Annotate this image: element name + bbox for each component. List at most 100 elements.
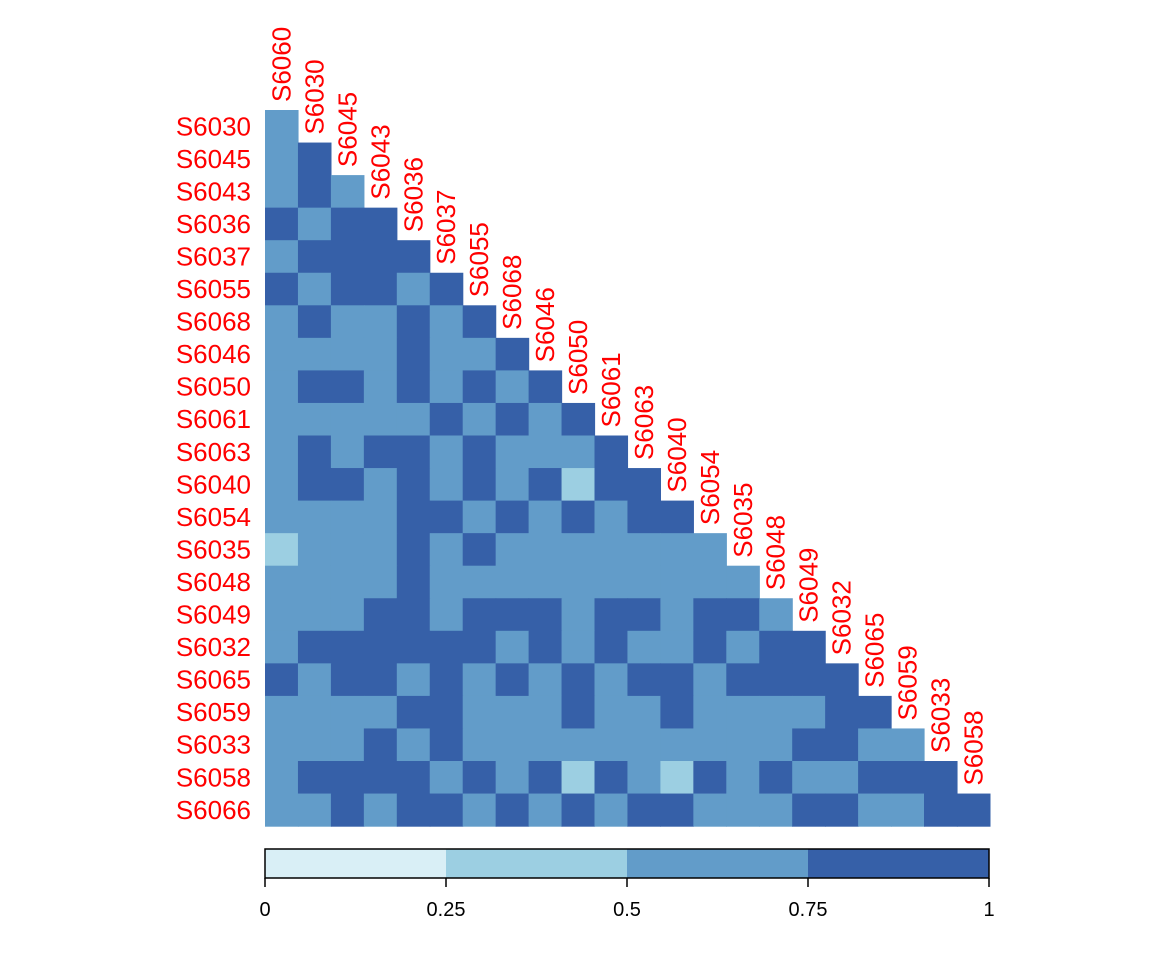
heatmap-cell [297, 435, 332, 469]
heatmap-cell [528, 793, 563, 827]
heatmap-cell [858, 695, 892, 730]
heatmap-cell [363, 468, 398, 502]
column-label: S6040 [662, 417, 692, 492]
heatmap-cell [396, 468, 431, 502]
heatmap-cell [363, 305, 398, 339]
heatmap-cell [363, 695, 398, 730]
heatmap-cell [660, 565, 694, 599]
heatmap-cell [561, 663, 596, 697]
heatmap-cell [330, 175, 365, 209]
heatmap-cell [594, 598, 629, 632]
heatmap-cell [396, 337, 431, 371]
heatmap-cell [297, 240, 332, 274]
heatmap-cell [462, 695, 497, 730]
heatmap-cell [330, 337, 365, 371]
heatmap-cell [265, 793, 299, 827]
heatmap-cell [396, 663, 431, 697]
heatmap-cell [495, 402, 530, 437]
heatmap-cell [330, 272, 365, 306]
column-label: S6049 [794, 548, 824, 623]
heatmap-cell [726, 761, 760, 795]
heatmap-cell [726, 565, 760, 599]
heatmap-cell [429, 598, 464, 632]
heatmap-cell [330, 793, 365, 827]
heatmap-cell [297, 761, 332, 795]
heatmap-cell [396, 728, 431, 762]
heatmap-cell [528, 728, 563, 762]
heatmap-cell [330, 435, 365, 469]
heatmap-cell [297, 142, 332, 176]
heatmap-cell [627, 630, 661, 664]
heatmap-cell [825, 793, 859, 827]
column-label: S6061 [596, 352, 626, 427]
heatmap-cell [462, 468, 497, 502]
row-label: S6046 [176, 339, 251, 369]
heatmap-cell [627, 533, 661, 567]
heatmap-cell [297, 337, 332, 371]
heatmap-cell [858, 761, 892, 795]
column-label: S6063 [629, 385, 659, 460]
heatmap-cell [363, 728, 398, 762]
column-label: S6060 [266, 27, 296, 102]
heatmap-cell [495, 468, 530, 502]
row-label: S6066 [176, 795, 251, 825]
heatmap-cell [627, 695, 661, 730]
heatmap-cell [528, 370, 563, 404]
heatmap-cell [956, 793, 991, 827]
heatmap-cell [693, 695, 727, 730]
column-label: S6043 [365, 124, 395, 199]
column-label: S6065 [860, 613, 890, 688]
heatmap-cell [363, 402, 398, 437]
heatmap-cell [726, 598, 760, 632]
heatmap-cell [462, 663, 497, 697]
heatmap-cell [297, 272, 332, 306]
row-label: S6037 [176, 241, 251, 271]
heatmap-cell [594, 728, 629, 762]
heatmap-cell [792, 695, 826, 730]
heatmap-cell [693, 793, 727, 827]
heatmap-cell [363, 435, 398, 469]
heatmap-cell [759, 598, 793, 632]
row-label: S6049 [176, 600, 251, 630]
heatmap-cell [693, 565, 727, 599]
heatmap-cell [693, 533, 727, 567]
heatmap-cell [660, 533, 694, 567]
heatmap-cell [363, 533, 398, 567]
heatmap-cell [265, 337, 299, 371]
heatmap-cell [825, 663, 859, 697]
heatmap-cell [363, 565, 398, 599]
heatmap-cell [924, 761, 958, 795]
colorbar: 0 0.25 0.5 0.75 1 [259, 848, 995, 921]
heatmap-cell [462, 630, 497, 664]
heatmap-cell [429, 695, 464, 730]
heatmap-cell [330, 761, 365, 795]
heatmap-cell [265, 370, 299, 404]
heatmap-cell [297, 533, 332, 567]
heatmap-cell [396, 402, 431, 437]
heatmap-cell [627, 468, 661, 502]
heatmap-cell [726, 793, 760, 827]
row-label: S6059 [176, 697, 251, 727]
column-label: S6030 [299, 59, 329, 134]
heatmap-cell [363, 240, 398, 274]
heatmap-cell [561, 435, 596, 469]
heatmap-cell [297, 468, 332, 502]
heatmap-cell [429, 370, 464, 404]
heatmap-cell [726, 663, 760, 697]
column-label: S6045 [332, 92, 362, 167]
heatmap-cell [759, 728, 793, 762]
heatmap-cell [561, 500, 596, 534]
column-label: S6050 [563, 320, 593, 395]
column-label: S6037 [431, 190, 461, 265]
heatmap-cell [627, 598, 661, 632]
heatmap-cell [330, 630, 365, 664]
heatmap-cell [429, 565, 464, 599]
heatmap-cell [528, 663, 563, 697]
row-label: S6030 [176, 111, 251, 141]
heatmap-cell [330, 305, 365, 339]
heatmap-cell [561, 761, 596, 795]
heatmap-cell [330, 663, 365, 697]
heatmap-cell [594, 468, 629, 502]
heatmap-cell [792, 663, 826, 697]
